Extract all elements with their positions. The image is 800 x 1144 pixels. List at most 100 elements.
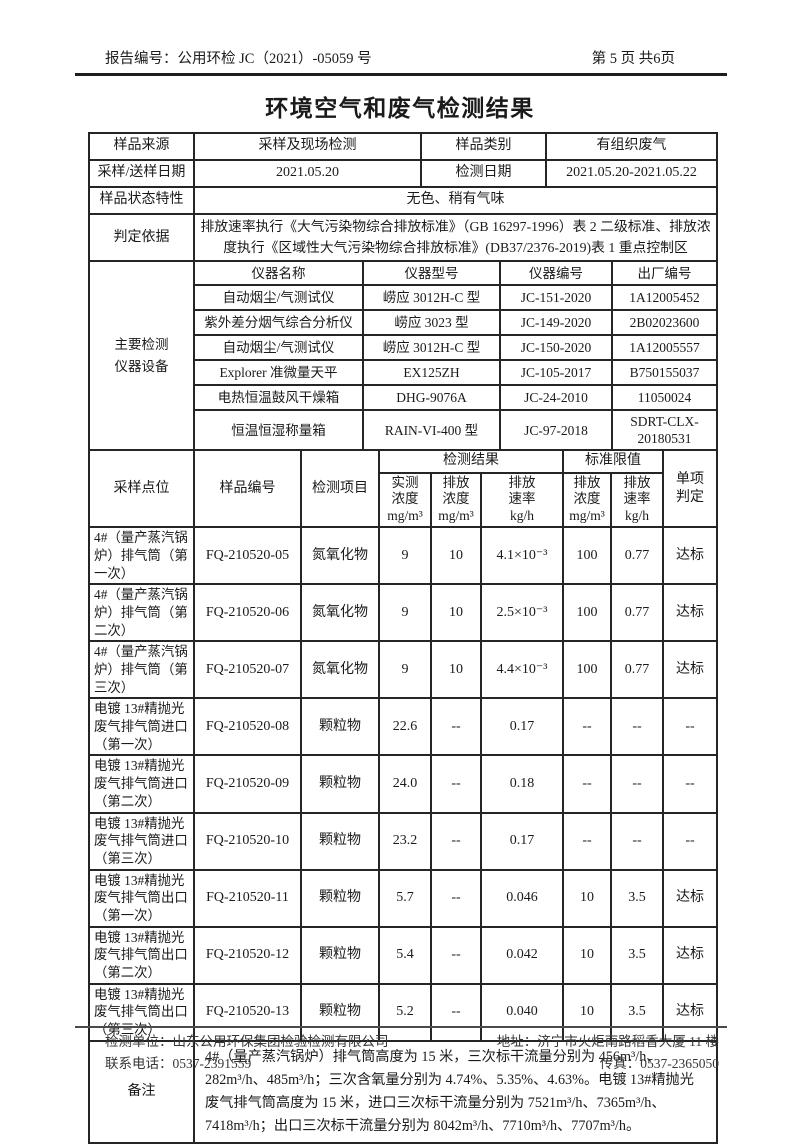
instrument-id-cell: JC-151-2020: [499, 284, 613, 312]
instrument-serial-cell: B750155037: [611, 359, 718, 387]
limit-rate-cell: --: [610, 754, 665, 814]
limit-rate-cell: --: [610, 697, 665, 757]
table-row: 电镀 13#精抛光废气排气筒进口（第一次） FQ-210520-08 颗粒物 2…: [88, 697, 719, 757]
field-value: 2021.05.20-2021.05.22: [545, 159, 718, 188]
instrument-name-cell: 紫外差分烟气综合分析仪: [193, 309, 364, 337]
instrument-name-cell: 电热恒温鼓风干燥箱: [193, 384, 364, 412]
measured-cell: 23.2: [378, 811, 432, 871]
measured-cell: 5.7: [378, 868, 432, 928]
sample-info-table: 样品来源 采样及现场检测 样品类别 有组织废气 采样/送样日期 2021.05.…: [88, 132, 718, 263]
report-number: 报告编号：公用环检 JC（2021）-05059 号: [105, 51, 372, 67]
instrument-name-cell: 自动烟尘/气测试仪: [193, 284, 364, 312]
sample-id-cell: FQ-210520-10: [193, 811, 302, 871]
rate-cell: 4.1×10⁻³: [479, 526, 565, 586]
footer-line: 联系电话：0537-2391559 传真：0537-2365050: [75, 1053, 727, 1075]
table-row: 主要检测 仪器设备 仪器名称 仪器型号 仪器编号 出厂编号: [88, 260, 718, 452]
sample-id-cell: FQ-210520-12: [193, 925, 302, 985]
limit-rate-cell: 3.5: [610, 868, 665, 928]
table-row: 电镀 13#精抛光废气排气筒进口（第二次） FQ-210520-09 颗粒物 2…: [88, 754, 719, 814]
field-value: 有组织废气: [545, 132, 718, 161]
table-row: 电镀 13#精抛光废气排气筒出口（第三次） FQ-210520-13 颗粒物 5…: [88, 982, 719, 1042]
conc-cell: --: [430, 697, 482, 757]
remark-label: 备注: [88, 1039, 195, 1144]
table-row: 判定依据 排放速率执行《大气污染物综合排放标准》（GB 16297-1996）表…: [88, 212, 718, 263]
item-cell: 颗粒物: [300, 697, 380, 757]
table-row: 采样点位 样品编号 检测项目 检测结果 标准限值 单项 判定: [88, 449, 719, 529]
column-header: 仪器编号: [499, 260, 613, 287]
item-cell: 氮氧化物: [300, 640, 380, 700]
measured-cell: 9: [378, 583, 432, 643]
sample-id-cell: FQ-210520-09: [193, 754, 302, 814]
rate-cell: 0.17: [479, 697, 565, 757]
point-cell: 电镀 13#精抛光废气排气筒进口（第三次）: [88, 811, 195, 871]
rate-cell: 0.17: [479, 811, 565, 871]
table-row: 4#（量产蒸汽锅炉）排气筒（第二次） FQ-210520-06 氮氧化物 9 1…: [88, 583, 719, 643]
column-header: 采样点位: [88, 449, 195, 529]
table-row: 采样/送样日期 2021.05.20 检测日期 2021.05.20-2021.…: [88, 159, 718, 188]
limit-conc-cell: --: [562, 754, 613, 814]
field-value: 无色、稍有气味: [193, 186, 718, 215]
limit-conc-cell: 10: [562, 868, 613, 928]
instrument-model-cell: 崂应 3012H-C 型: [362, 334, 501, 362]
measured-cell: 24.0: [378, 754, 432, 814]
table-row: 4#（量产蒸汽锅炉）排气筒（第一次） FQ-210520-05 氮氧化物 9 1…: [88, 526, 719, 586]
verdict-cell: --: [662, 811, 719, 871]
item-cell: 颗粒物: [300, 982, 380, 1042]
field-value: 2021.05.20: [193, 159, 422, 188]
point-cell: 电镀 13#精抛光废气排气筒出口（第二次）: [88, 925, 195, 985]
field-value: 排放速率执行《大气污染物综合排放标准》（GB 16297-1996）表 2 二级…: [193, 212, 718, 263]
column-header: 单项 判定: [662, 449, 719, 529]
instrument-id-cell: JC-150-2020: [499, 334, 613, 362]
instrument-serial-cell: 11050024: [611, 384, 718, 412]
instrument-id-cell: JC-97-2018: [499, 409, 613, 452]
field-value: 采样及现场检测: [193, 132, 422, 161]
limit-rate-cell: 3.5: [610, 925, 665, 985]
table-row: Explorer 准微量天平 EX125ZH JC-105-2017 B7501…: [89, 359, 718, 387]
column-header: 排放 速率 kg/h: [610, 471, 665, 529]
column-header: 排放 速率 kg/h: [479, 471, 565, 529]
table-row: 电镀 13#精抛光废气排气筒进口（第三次） FQ-210520-10 颗粒物 2…: [88, 811, 719, 871]
item-cell: 氮氧化物: [300, 526, 380, 586]
limit-rate-cell: --: [610, 811, 665, 871]
conc-cell: 10: [430, 583, 482, 643]
column-header: 仪器名称: [193, 260, 364, 287]
measured-cell: 5.2: [378, 982, 432, 1042]
instrument-model-cell: 崂应 3012H-C 型: [362, 284, 501, 312]
instrument-name-cell: Explorer 准微量天平: [193, 359, 364, 387]
item-cell: 颗粒物: [300, 925, 380, 985]
instruments-table: 主要检测 仪器设备 仪器名称 仪器型号 仪器编号 出厂编号 自动烟尘/气测试仪 …: [88, 260, 718, 452]
table-row: 紫外差分烟气综合分析仪 崂应 3023 型 JC-149-2020 2B0202…: [89, 309, 718, 337]
conc-cell: 10: [430, 526, 482, 586]
table-row: 样品状态特性 无色、稍有气味: [88, 186, 718, 215]
footer-rule: [75, 1026, 727, 1028]
report-body: 样品来源 采样及现场检测 样品类别 有组织废气 采样/送样日期 2021.05.…: [88, 132, 719, 1144]
instrument-id-cell: JC-24-2010: [499, 384, 613, 412]
item-cell: 颗粒物: [300, 811, 380, 871]
footer-org: 检测单位：山东公用环保集团检验检测有限公司: [105, 1034, 389, 1049]
column-header: 仪器型号: [362, 260, 501, 287]
conc-cell: --: [430, 754, 482, 814]
rate-cell: 0.042: [479, 925, 565, 985]
item-cell: 颗粒物: [300, 754, 380, 814]
column-group-header: 检测结果: [377, 449, 565, 474]
limit-conc-cell: 100: [562, 640, 613, 700]
point-cell: 4#（量产蒸汽锅炉）排气筒（第一次）: [88, 526, 195, 586]
field-label: 采样/送样日期: [88, 159, 195, 188]
conc-cell: --: [430, 925, 482, 985]
sample-id-cell: FQ-210520-05: [193, 526, 302, 586]
document-title: 环境空气和废气检测结果: [265, 96, 535, 121]
instrument-model-cell: DHG-9076A: [362, 384, 501, 412]
instrument-serial-cell: 2B02023600: [611, 309, 718, 337]
rate-cell: 4.4×10⁻³: [479, 640, 565, 700]
conc-cell: --: [430, 868, 482, 928]
footer-line: 检测单位：山东公用环保集团检验检测有限公司 地址：济宁市火炬南路稻香大厦 11 …: [75, 1031, 727, 1053]
column-header: 检测项目: [300, 449, 380, 529]
limit-conc-cell: 10: [562, 925, 613, 985]
field-label: 判定依据: [88, 212, 195, 263]
field-label: 样品类别: [420, 132, 547, 161]
measured-cell: 5.4: [378, 925, 432, 985]
verdict-cell: 达标: [662, 583, 719, 643]
sample-id-cell: FQ-210520-13: [193, 982, 302, 1042]
point-cell: 4#（量产蒸汽锅炉）排气筒（第二次）: [88, 583, 195, 643]
